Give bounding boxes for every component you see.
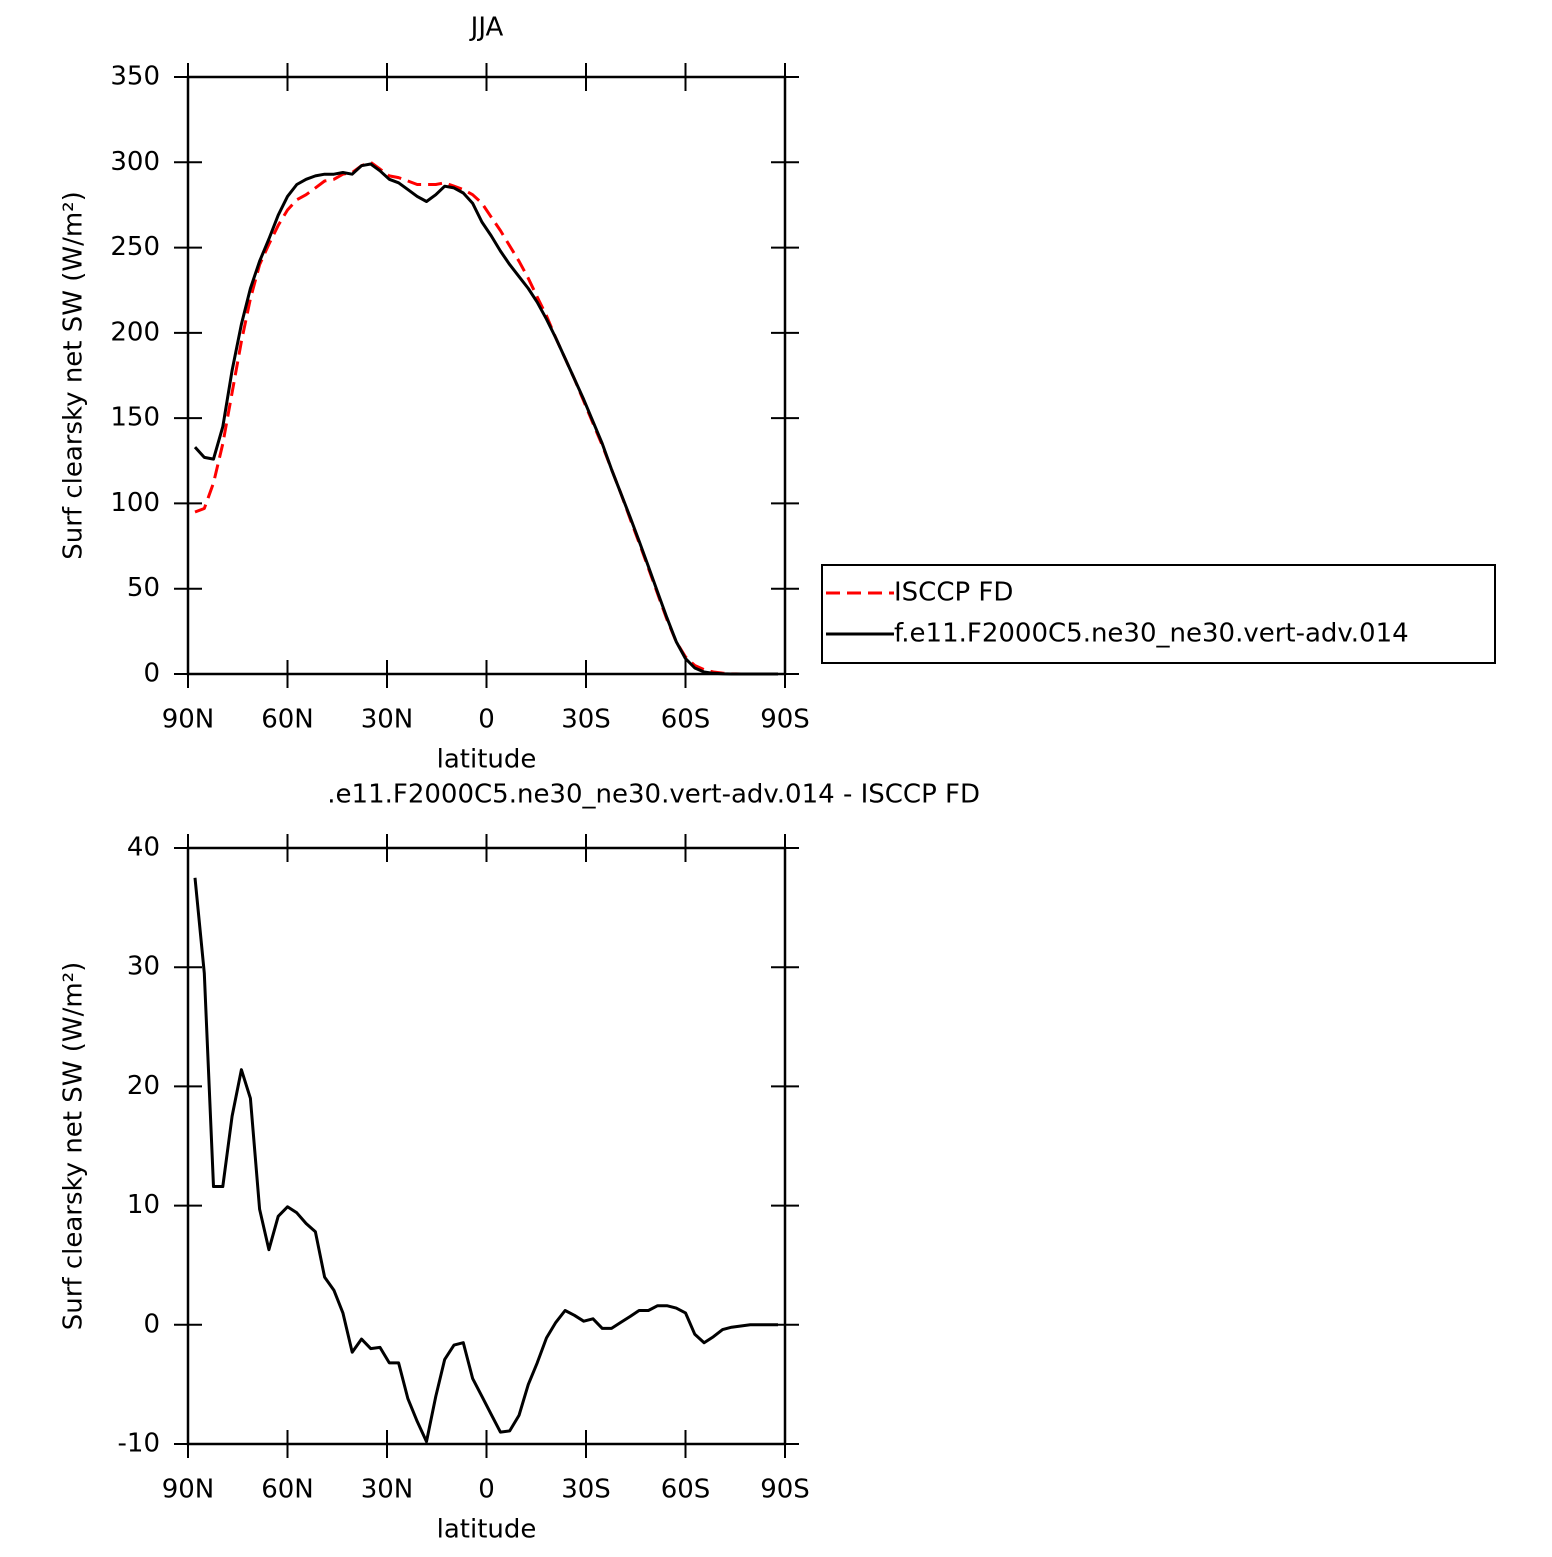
y-axis-label: Surf clearsky net SW (W/m²) bbox=[59, 191, 89, 559]
plot-frame bbox=[186, 846, 787, 1446]
legend-label: ISCCP FD bbox=[894, 578, 1013, 608]
y-tick-label: 300 bbox=[110, 147, 160, 177]
y-tick-label: 350 bbox=[110, 62, 160, 92]
y-tick-label: 30 bbox=[127, 952, 160, 982]
x-tick-label: 60N bbox=[261, 1475, 314, 1505]
x-tick-label: 60S bbox=[661, 705, 711, 735]
legend-label: f.e11.F2000C5.ne30_ne30.vert-adv.014 bbox=[894, 619, 1409, 649]
y-tick-label: 200 bbox=[110, 317, 160, 347]
x-tick-label: 30N bbox=[361, 705, 414, 735]
y-tick-label: 20 bbox=[127, 1071, 160, 1101]
y-tick-label: 0 bbox=[143, 1309, 160, 1339]
y-tick-label: 250 bbox=[110, 232, 160, 262]
y-tick-label: -10 bbox=[118, 1429, 160, 1459]
y-tick-label: 10 bbox=[127, 1190, 160, 1220]
x-tick-label: 60S bbox=[661, 1475, 711, 1505]
y-tick-label: 40 bbox=[127, 833, 160, 863]
x-tick-label: 90N bbox=[162, 1475, 215, 1505]
y-tick-label: 0 bbox=[143, 659, 160, 689]
data-line bbox=[193, 162, 778, 676]
legend-box bbox=[821, 564, 1496, 664]
x-tick-label: 30S bbox=[561, 1475, 611, 1505]
y-tick-label: 150 bbox=[110, 403, 160, 433]
x-axis-label: latitude bbox=[437, 745, 537, 775]
y-tick-label: 100 bbox=[110, 488, 160, 518]
chart-title: JJA bbox=[469, 13, 504, 43]
data-line bbox=[193, 877, 778, 1444]
x-tick-label: 30N bbox=[361, 1475, 414, 1505]
y-tick-label: 50 bbox=[127, 573, 160, 603]
x-tick-label: 60N bbox=[261, 705, 314, 735]
x-tick-label: 90S bbox=[760, 705, 810, 735]
x-tick-label: 90N bbox=[162, 705, 215, 735]
x-axis-label: latitude bbox=[437, 1515, 537, 1545]
plot-frame bbox=[186, 75, 787, 676]
x-tick-label: 0 bbox=[478, 1475, 495, 1505]
chart-title: .e11.F2000C5.ne30_ne30.vert-adv.014 - IS… bbox=[327, 780, 980, 810]
data-line bbox=[194, 160, 778, 676]
x-tick-label: 90S bbox=[760, 1475, 810, 1505]
y-axis-label: Surf clearsky net SW (W/m²) bbox=[59, 962, 89, 1330]
x-tick-label: 0 bbox=[478, 705, 495, 735]
x-tick-label: 30S bbox=[561, 705, 611, 735]
